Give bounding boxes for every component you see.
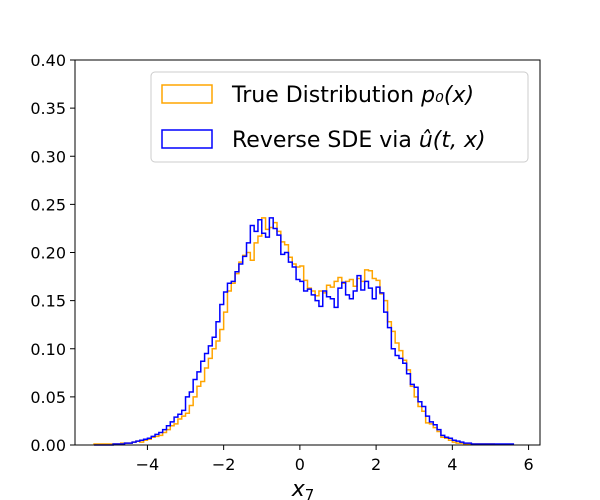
series-layer [93, 217, 515, 446]
legend-swatch-true-distribution [161, 84, 213, 104]
x-axis-label: x7 [291, 477, 315, 500]
x-tick-label: 4 [447, 455, 457, 474]
legend: True Distribution p₀(x) Reverse SDE via … [150, 71, 529, 163]
x-tick-label: −2 [212, 455, 236, 474]
x-tick-label: 6 [523, 455, 533, 474]
legend-label-true-distribution: True Distribution p₀(x) [231, 83, 474, 108]
x-tick-label: 2 [371, 455, 381, 474]
y-tick-label: 0.05 [30, 388, 66, 407]
y-tick-label: 0.20 [30, 244, 66, 263]
legend-label-reverse-sde: Reverse SDE via û(t, x) [232, 128, 486, 153]
y-tick-label: 0.15 [30, 292, 66, 311]
series-1-step [94, 217, 515, 446]
legend-box [150, 71, 529, 163]
series-0-step [93, 217, 496, 445]
y-tick-label: 0.40 [30, 51, 66, 70]
x-axis-label-subscript: 7 [305, 486, 315, 500]
ticks-layer: −4 −2 0 2 4 6 0.00 0.05 0.10 0.15 0.20 0.25 0.30 0.35… [30, 51, 533, 474]
y-tick-label: 0.10 [30, 340, 66, 359]
y-tick-label: 0.35 [30, 99, 66, 118]
x-tick-label: −4 [136, 455, 160, 474]
y-tick-label: 0.30 [30, 147, 66, 166]
y-tick-label: 0.25 [30, 195, 66, 214]
x-tick-label: 0 [295, 455, 305, 474]
legend-swatch-reverse-sde [161, 129, 213, 149]
y-tick-label: 0.00 [30, 436, 66, 455]
